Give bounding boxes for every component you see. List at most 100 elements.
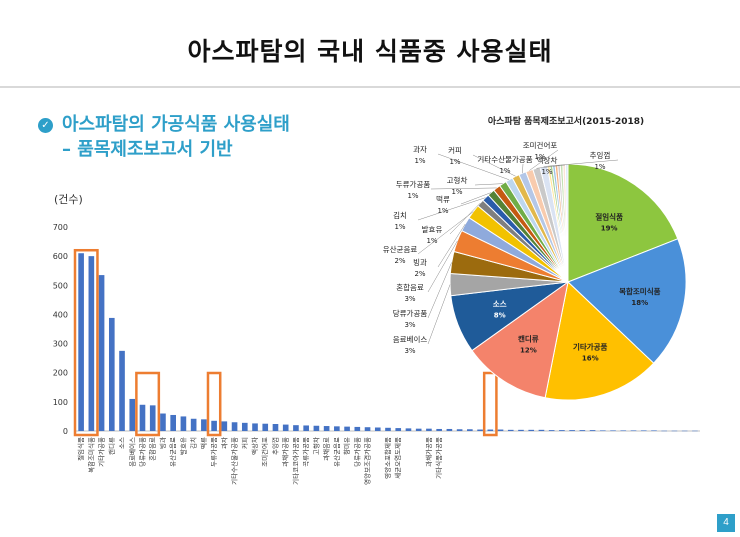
bar <box>548 430 555 431</box>
y-tick-label: 500 <box>53 281 68 290</box>
bar <box>630 430 637 431</box>
bar <box>344 426 350 431</box>
bar <box>149 405 156 431</box>
pie-inside-pct: 19% <box>601 225 618 233</box>
highlight-box <box>206 371 222 437</box>
bar <box>518 429 524 431</box>
bar <box>139 404 146 431</box>
x-tick-label: 향미유 <box>342 437 351 455</box>
pie-leader-line <box>427 240 458 293</box>
bar <box>538 429 545 431</box>
pie-outside-label: 빙과 <box>413 258 427 267</box>
bar <box>610 430 616 431</box>
y-tick-label: 700 <box>53 223 68 232</box>
y-tick-label: 300 <box>53 340 68 349</box>
pie-outside-label: 당류가공품 <box>393 308 428 318</box>
x-tick-label: 고형차 <box>311 437 320 455</box>
x-tick-label: 캔디류 <box>107 437 116 455</box>
x-tick-label: 기타코코아가공품 <box>291 437 300 485</box>
pie-outside-pct: 3% <box>404 295 415 303</box>
x-tick-label: 당류가공품 <box>137 437 146 467</box>
bar <box>211 420 217 431</box>
slide-title: 아스파탐의 국내 식품중 사용실태 <box>187 37 553 66</box>
bar <box>426 428 432 431</box>
pie-inside-pct: 12% <box>520 346 537 354</box>
pie-leader-line <box>529 149 559 171</box>
pie-outside-label: 커피 <box>448 146 462 155</box>
pie-inside-label: 복합조미식품 <box>619 286 660 296</box>
bar <box>692 430 698 432</box>
pie-outside-label: 발효유 <box>422 225 443 234</box>
bar <box>385 427 391 431</box>
pie-slice <box>544 281 655 401</box>
bar <box>78 253 84 431</box>
pie-outside-label: 떡류 <box>436 194 450 204</box>
pie-outside-label: 조미건어포 <box>523 140 558 150</box>
x-tick-label: 혼합음료 <box>148 437 157 461</box>
x-tick-label: 기타수산물가공품 <box>230 437 239 485</box>
bar <box>528 429 535 431</box>
x-tick-label: 과채가공품 <box>424 437 433 467</box>
bar <box>129 398 136 431</box>
bar <box>681 430 688 432</box>
bar <box>180 416 187 431</box>
pie-chart-title: 아스파탐 품목제조보고서(2015-2018) <box>488 115 644 127</box>
pie-outside-pct: 1% <box>426 237 437 245</box>
bar <box>405 428 412 431</box>
pie-slice <box>567 163 679 283</box>
x-tick-label: 액상차 <box>250 437 259 455</box>
x-tick-label: 당류가공품 <box>352 437 361 467</box>
bar <box>201 419 207 431</box>
pie-slice <box>567 238 687 364</box>
bar <box>98 275 105 431</box>
pie-leader-line <box>417 211 474 255</box>
x-tick-label: 떡류 <box>199 437 208 449</box>
bar <box>620 430 627 431</box>
bar <box>477 429 483 431</box>
bar-chart-ylabel: (건수) <box>54 193 83 206</box>
bar <box>231 422 238 431</box>
y-tick-label: 200 <box>53 369 68 378</box>
pie-leader-line <box>522 163 524 174</box>
check-circle-icon: ✓ <box>38 118 53 133</box>
pie-outside-pct: 1% <box>451 188 462 196</box>
pie-inside-label: 소스 <box>493 299 507 308</box>
pie-outside-label: 액상차 <box>537 155 558 165</box>
bar <box>262 423 269 431</box>
pie-outside-pct: 1% <box>499 167 510 175</box>
y-tick-label: 0 <box>63 427 68 436</box>
x-tick-label: 김치 <box>189 437 198 449</box>
bar <box>221 421 228 431</box>
pie-inside-pct: 18% <box>631 299 648 307</box>
bar <box>354 426 361 431</box>
x-tick-label: 영양소포함제품 <box>383 437 392 479</box>
x-tick-label: 유산균음료 <box>168 437 177 467</box>
pie-inside-label: 절임식품 <box>595 212 623 222</box>
bar <box>446 428 453 431</box>
pie-outside-pct: 2% <box>394 257 405 265</box>
title-divider <box>0 86 740 88</box>
bar <box>456 429 463 431</box>
pie-inside-label: 기타가공품 <box>573 342 608 352</box>
x-tick-label: 소스 <box>118 437 126 449</box>
bar <box>293 425 299 431</box>
pie-outside-label: 유산균음료 <box>383 244 418 254</box>
x-tick-label: 곡류가공품 <box>301 437 310 467</box>
pie-leader-line <box>427 262 452 319</box>
subtitle-line-1: 아스파탐의 가공식품 사용실태 <box>62 114 290 135</box>
x-tick-label: 복합조미식품 <box>86 437 95 473</box>
x-tick-label: 영양보조겸가공품 <box>363 437 372 485</box>
bar <box>436 428 442 431</box>
pie-outside-label: 김치 <box>393 210 407 220</box>
bar <box>589 430 596 431</box>
x-tick-label: 과채가공품 <box>281 437 290 467</box>
bar <box>559 430 565 431</box>
pie-inside-pct: 8% <box>494 311 506 319</box>
pie-outside-pct: 1% <box>394 223 405 231</box>
bar <box>160 413 166 431</box>
pie-outside-pct: 1% <box>541 168 552 176</box>
y-tick-label: 100 <box>53 398 68 407</box>
pie-inside-label: 캔디류 <box>518 333 539 343</box>
